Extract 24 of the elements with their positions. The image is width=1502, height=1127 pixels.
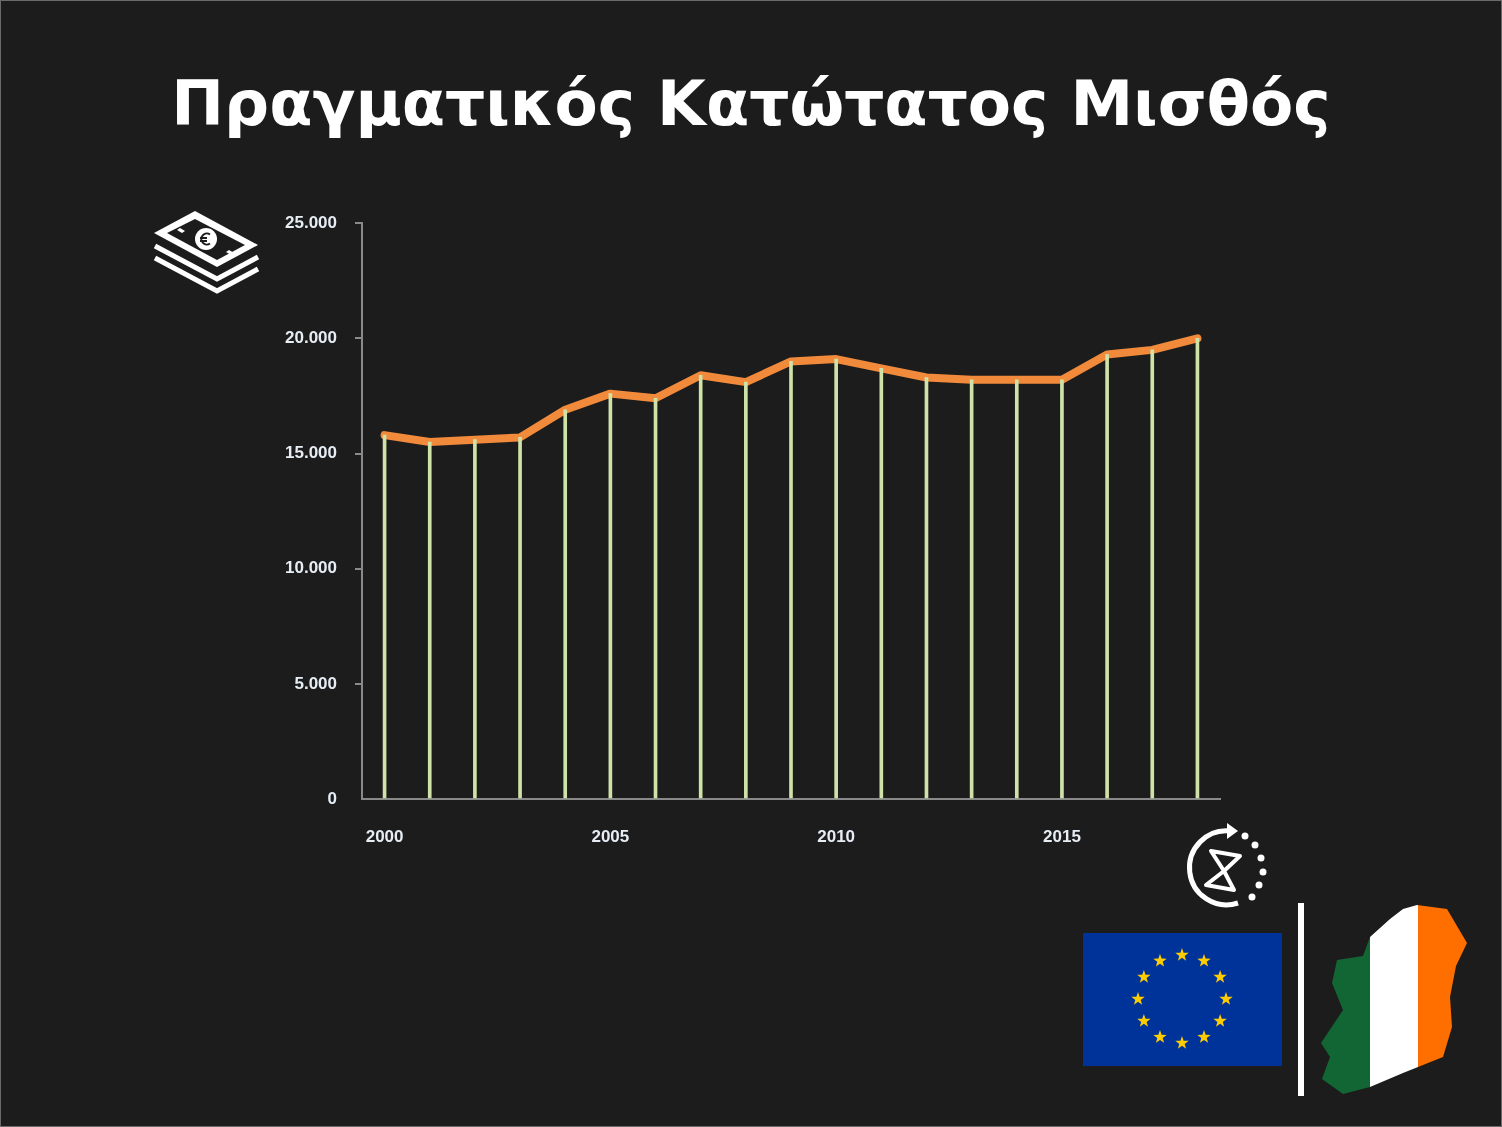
bar [1105, 354, 1109, 799]
bar [834, 358, 838, 799]
bar [698, 374, 703, 799]
y-tick-label: 0 [327, 788, 337, 808]
bar [563, 409, 568, 799]
bar [518, 437, 522, 799]
bar [427, 441, 432, 799]
bar [879, 367, 884, 799]
y-tick-label: 20.000 [285, 328, 337, 348]
bar [1150, 349, 1155, 799]
bar [744, 381, 748, 799]
bar [473, 439, 477, 799]
y-tick-label: 5.000 [294, 673, 337, 693]
chart-title: Πραγματικός Κατώτατος Μισθός [170, 66, 1332, 142]
y-tick-label: 25.000 [285, 212, 337, 232]
bar [789, 361, 793, 799]
x-tick-label: 2000 [365, 826, 404, 846]
x-tick-label: 2010 [817, 826, 856, 846]
y-tick-label: 15.000 [285, 443, 337, 463]
bar [1014, 379, 1019, 799]
x-tick-label: 2005 [591, 826, 630, 846]
x-tick-label: 2015 [1043, 826, 1081, 846]
bar [1060, 379, 1064, 799]
y-tick-label: 10.000 [285, 558, 337, 578]
